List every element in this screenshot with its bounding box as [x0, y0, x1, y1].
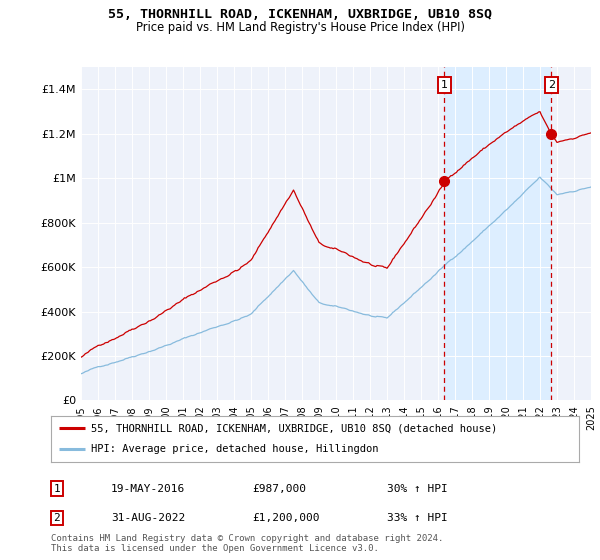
Text: 31-AUG-2022: 31-AUG-2022	[111, 513, 185, 523]
Text: 1: 1	[441, 80, 448, 90]
Bar	[445, 67, 551, 400]
Text: 2: 2	[53, 513, 61, 523]
Text: 55, THORNHILL ROAD, ICKENHAM, UXBRIDGE, UB10 8SQ (detached house): 55, THORNHILL ROAD, ICKENHAM, UXBRIDGE, …	[91, 423, 497, 433]
Text: £1,200,000: £1,200,000	[252, 513, 320, 523]
Text: 19-MAY-2016: 19-MAY-2016	[111, 484, 185, 494]
Text: Contains HM Land Registry data © Crown copyright and database right 2024.
This d: Contains HM Land Registry data © Crown c…	[51, 534, 443, 553]
Text: 1: 1	[53, 484, 61, 494]
Text: 33% ↑ HPI: 33% ↑ HPI	[387, 513, 448, 523]
Text: Price paid vs. HM Land Registry's House Price Index (HPI): Price paid vs. HM Land Registry's House …	[136, 21, 464, 34]
Text: HPI: Average price, detached house, Hillingdon: HPI: Average price, detached house, Hill…	[91, 445, 378, 455]
Text: 55, THORNHILL ROAD, ICKENHAM, UXBRIDGE, UB10 8SQ: 55, THORNHILL ROAD, ICKENHAM, UXBRIDGE, …	[108, 8, 492, 21]
Text: 30% ↑ HPI: 30% ↑ HPI	[387, 484, 448, 494]
Text: 2: 2	[548, 80, 555, 90]
Text: £987,000: £987,000	[252, 484, 306, 494]
